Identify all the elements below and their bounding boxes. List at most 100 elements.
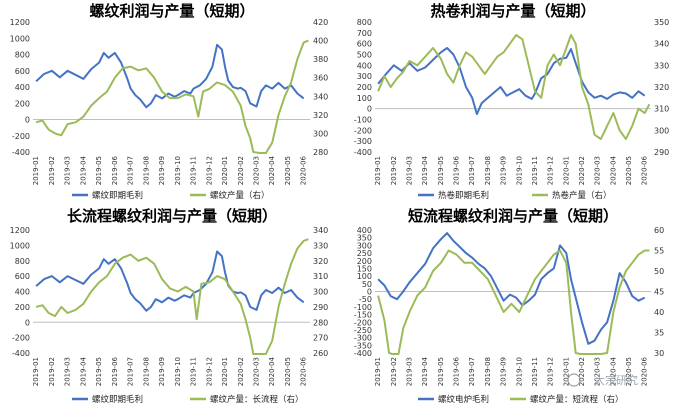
left-tick-label: 800 [357,18,372,27]
left-tick-label: 300 [357,72,372,81]
left-tick-label: 0 [25,318,30,327]
left-tick-label: 1000 [10,34,30,43]
left-tick-label: -100 [354,116,372,125]
right-tick-label: 290 [654,148,669,157]
x-tick-label: 2019-09 [158,357,166,386]
right-tick-label: 270 [313,334,328,343]
x-tick-label: 2019-04 [421,155,429,185]
x-tick-label: 2020-05 [284,156,292,185]
left-tick-label: 150 [357,264,372,273]
chart-title: 螺纹利润与产量（短期） [89,2,254,20]
left-tick-label: -150 [354,311,372,320]
right-tick-label: 260 [313,349,328,358]
x-tick-label: 2019-04 [79,155,87,185]
left-tick-label: -50 [359,295,372,304]
legend-label: 螺纹产量（右） [210,190,270,201]
x-tick-label: 2019-06 [111,155,119,185]
right-tick-label: 30 [654,349,664,358]
right-tick-label: 310 [313,272,328,281]
right-tick-label: 40 [654,308,664,317]
left-tick-label: 0 [25,116,30,125]
x-tick-label: 2020-04 [268,155,276,185]
right-tick-label: 330 [654,61,669,70]
x-tick-label: 2019-10 [515,357,523,386]
x-tick-label: 2019-08 [142,156,150,185]
x-tick-label: 2019-10 [515,156,523,185]
series-line-1 [377,47,646,116]
left-tick-label: 1200 [10,18,30,27]
right-tick-label: 360 [313,74,328,83]
x-tick-label: 2019-09 [500,156,508,185]
legend-label: 螺纹即期毛利 [92,394,143,405]
x-tick-label: 2019-07 [127,156,135,185]
x-tick-label: 2020-03 [594,156,602,185]
x-tick-label: 2019-03 [406,357,414,386]
chart-panel-4: 短流程螺纹利润与产量（短期）400350300250200150100500-5… [354,207,664,405]
x-tick-label: 2020-04 [268,356,276,386]
chart-panel-1: 螺纹利润与产量（短期） 1200 1000 800 600 400 200 0 -200 -400… [10,2,329,201]
x-tick-label: 2020-05 [284,357,292,386]
x-tick-label: 2019-03 [64,357,72,386]
x-tick-label: 2020-01 [562,357,570,386]
left-tick-label: -400 [354,148,372,157]
x-tick-label: 2019-01 [32,357,40,386]
left-tick-label: 100 [357,94,372,103]
watermark-text: 大宗研究 [594,373,638,387]
x-tick-label: 2020-06 [641,155,649,185]
left-tick-label: 0 [367,288,372,297]
x-tick-label: 2019-02 [48,156,56,185]
x-tick-label: 2019-11 [190,357,198,386]
x-tick-label: 2020-01 [562,156,570,185]
right-tick-label: 380 [313,55,328,64]
left-tick-label: 800 [15,51,30,60]
x-tick-label: 2019-07 [127,357,135,386]
x-tick-label: 2020-02 [578,156,586,185]
right-tick-label: 350 [654,18,669,27]
left-tick-label: 600 [15,272,30,281]
left-tick-label: 400 [357,61,372,70]
right-tick-label: 35 [654,329,664,338]
series-line-2 [377,249,650,355]
x-tick-label: 2019-12 [205,357,213,386]
right-tick-label: 50 [654,267,664,276]
x-tick-label: 2019-10 [174,357,182,386]
series-line-2 [377,34,651,140]
x-tick-label: 2020-01 [221,156,229,185]
x-tick-label: 2020-04 [609,356,617,386]
x-tick-label: 2019-01 [374,156,382,185]
legend-label: 螺纹产量：长流程（右） [210,394,304,405]
x-tick-label: 2019-09 [158,156,166,185]
left-tick-label: 600 [357,40,372,49]
left-tick-label: -400 [354,349,372,358]
series-line-2 [35,238,309,355]
x-tick-label: 2019-08 [484,357,492,386]
right-tick-label: 340 [313,226,328,235]
left-tick-label: 200 [357,257,372,266]
left-tick-label: 400 [357,226,372,235]
x-tick-label: 2019-05 [437,156,445,185]
chart-title: 热卷利润与产量（短期） [430,2,595,20]
left-tick-label: -200 [354,318,372,327]
x-tick-label: 2020-03 [252,357,260,386]
legend-label: 螺纹即期毛利 [92,190,143,201]
left-tick-label: 200 [15,303,30,312]
series-line-1 [35,43,305,109]
x-tick-label: 2019-05 [437,357,445,386]
left-tick-label: 800 [15,257,30,266]
x-tick-label: 2020-03 [594,357,602,386]
right-tick-label: 300 [313,129,328,138]
left-tick-label: -250 [354,326,372,335]
x-tick-label: 2019-01 [32,156,40,185]
x-tick-label: 2019-02 [48,357,56,386]
x-tick-label: 2019-01 [374,357,382,386]
left-tick-label: 1000 [10,241,30,250]
right-tick-label: 45 [654,288,664,297]
left-tick-label: -300 [354,137,372,146]
right-tick-label: 290 [313,303,328,312]
series-line-2 [35,39,309,154]
left-tick-label: 100 [357,272,372,281]
right-tick-label: 310 [654,105,669,114]
left-tick-label: 200 [357,83,372,92]
x-tick-label: 2019-12 [205,156,213,185]
x-tick-label: 2020-06 [641,356,649,386]
